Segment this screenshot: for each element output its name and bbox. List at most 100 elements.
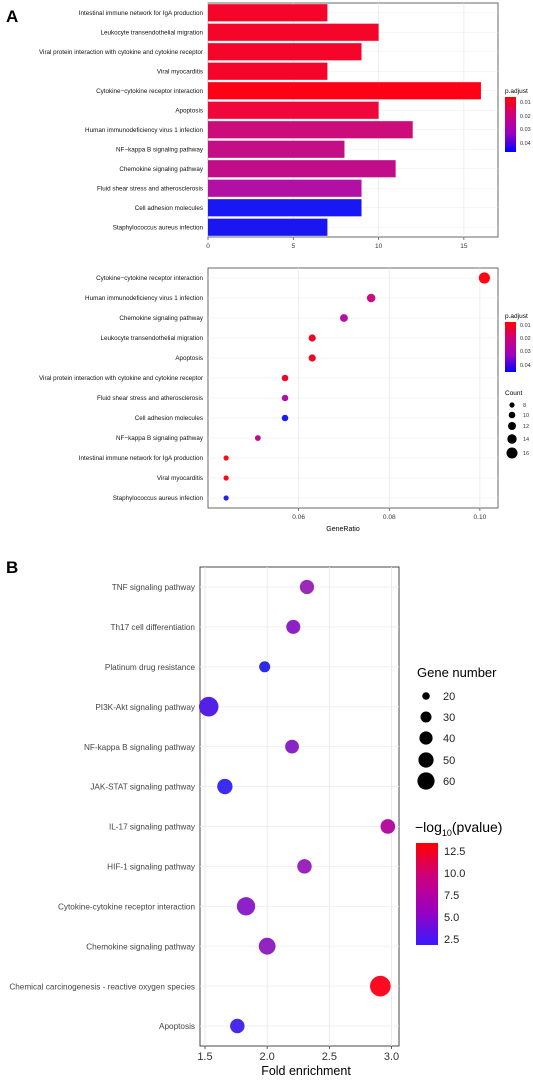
b-size-legend-label: 30 xyxy=(443,712,455,724)
b-point xyxy=(258,937,276,955)
b-x-tick-label: 1.5 xyxy=(197,1051,212,1063)
b-size-legend-label: 20 xyxy=(443,691,455,703)
a1-plot-area xyxy=(207,2,499,238)
a1-bar xyxy=(208,4,328,22)
a1-category-label: Apoptosis xyxy=(175,107,203,114)
b-category-label: Cytokine-cytokine receptor interaction xyxy=(58,902,195,911)
a1-bar xyxy=(208,101,379,119)
b-legend-label: 5.0 xyxy=(444,912,459,924)
b-size-legend-label: 60 xyxy=(443,776,455,788)
a2-point xyxy=(478,272,491,284)
a2-category-label: Staphylococcus aureus infection xyxy=(113,495,204,502)
b-point xyxy=(380,819,396,834)
b-point xyxy=(299,579,315,595)
a2-size-legend-dot xyxy=(507,434,517,444)
a1-category-label: Cytokine−cytokine receptor interaction xyxy=(96,88,203,95)
a1-category-label: Chemokine signaling pathway xyxy=(119,166,204,173)
a2-point xyxy=(223,475,229,481)
a1-legend-label: 0.02 xyxy=(520,114,531,120)
a2-category-label: Cytokine−cytokine receptor interaction xyxy=(96,275,203,282)
b-legend-label: 7.5 xyxy=(444,890,459,902)
b-category-label: Chemical carcinogenesis - reactive oxyge… xyxy=(9,982,195,991)
a1-bar xyxy=(208,23,379,41)
a1-category-label: Fluid shear stress and atherosclerosis xyxy=(97,185,203,192)
b-point xyxy=(230,1018,245,1034)
chart-b-dotplot: 1.5 2.0 2.5 3.0 TNF signaling pathway Th17 ce… xyxy=(9,566,502,1078)
a2-size-legend-label: 12 xyxy=(523,424,529,430)
a1-legend-title: p.adjust xyxy=(505,88,528,95)
b-legend-colorbar xyxy=(416,843,438,945)
a2-point xyxy=(254,435,261,441)
b-category-label: HIF-1 signaling pathway xyxy=(107,863,196,872)
b-category-label: Apoptosis xyxy=(159,1022,195,1031)
a2-size-legend: Count 8 10 12 14 16 xyxy=(505,390,529,459)
a2-point xyxy=(366,293,376,303)
b-point xyxy=(286,619,301,634)
a1-marks: 0 5 10 15 Intestinal immune network for IgA … xyxy=(39,2,499,250)
b-category-label: IL-17 signaling pathway xyxy=(109,823,196,832)
b-x-axis-label: Fold enrichment xyxy=(261,1064,351,1078)
b-category-label: PI3K-Akt signaling pathway xyxy=(95,703,196,712)
a1-bar xyxy=(208,199,362,217)
a2-category-label: Viral protein interaction with cytokine … xyxy=(39,375,203,382)
b-legend-title-main: −log xyxy=(415,819,442,835)
b-legend-title: −log10(pvalue) xyxy=(415,819,502,838)
a1-x-tick-label: 10 xyxy=(375,243,383,250)
a2-legend-label: 0.04 xyxy=(520,363,531,369)
a2-x-tick-label: 0.06 xyxy=(292,514,305,521)
a1-legend-label: 0.04 xyxy=(520,141,531,147)
a2-category-label: Chemokine signaling pathway xyxy=(119,315,204,322)
a1-bar xyxy=(208,179,362,197)
a2-size-legend-title: Count xyxy=(505,390,523,397)
a2-legend-label: 0.03 xyxy=(520,349,531,355)
b-legend-label: 2.5 xyxy=(444,934,459,946)
a1-category-label: Viral protein interaction with cytokine … xyxy=(39,49,203,56)
a2-category-label: Cell adhesion molecules xyxy=(135,415,203,422)
a1-legend-label: 0.03 xyxy=(520,127,531,133)
a2-point xyxy=(340,314,348,322)
a1-bar xyxy=(208,43,362,61)
a1-category-label: Human immunodeficiency virus 1 infection xyxy=(85,127,203,134)
b-point xyxy=(370,975,391,997)
b-category-label: Chemokine signaling pathway xyxy=(86,942,196,951)
b-point xyxy=(297,859,312,874)
a2-size-legend-dot xyxy=(506,447,518,459)
a2-point xyxy=(223,495,229,501)
a1-bar xyxy=(208,218,328,236)
b-size-legend-label: 40 xyxy=(443,733,455,745)
a2-category-label: Human immunodeficiency virus 1 infection xyxy=(85,295,203,302)
b-size-legend: Gene number 20 30 40 50 60 xyxy=(417,665,497,790)
b-size-legend-dot xyxy=(418,752,434,768)
a2-marks: 0.06 0.08 0.10 Cytokine−cytokine receptor i… xyxy=(39,267,499,521)
a2-x-tick-label: 0.08 xyxy=(383,514,396,521)
b-category-label: JAK-STAT signaling pathway xyxy=(90,783,196,792)
a2-category-label: Apoptosis xyxy=(175,355,203,362)
a2-legend-title: p.adjust xyxy=(505,313,528,320)
b-point xyxy=(217,778,233,795)
b-category-label: TNF signaling pathway xyxy=(112,583,196,592)
b-category-label: NF-kappa B signaling pathway xyxy=(84,743,196,752)
a1-bar xyxy=(208,62,328,80)
a1-bar xyxy=(208,82,481,100)
b-size-legend-label: 50 xyxy=(443,755,455,767)
b-marks: 1.5 2.0 2.5 3.0 TNF signaling pathway Th17 ce… xyxy=(9,566,400,1063)
b-category-label: Th17 cell differentiation xyxy=(110,623,195,632)
a2-size-legend-dot xyxy=(509,402,515,408)
a2-x-axis-label: GeneRatio xyxy=(326,526,360,533)
a1-legend: p.adjust 0.01 0.02 0.03 0.04 xyxy=(505,88,531,152)
a1-legend-label: 0.01 xyxy=(520,100,531,106)
panel-label-a: A xyxy=(6,7,18,26)
a1-category-label: NF−kappa B signaling pathway xyxy=(116,146,204,153)
a2-point xyxy=(308,354,316,362)
b-legend-label: 12.5 xyxy=(444,846,465,858)
a2-size-legend-dot xyxy=(508,422,516,430)
a2-category-label: Intestinal immune network for IgA produc… xyxy=(79,455,204,462)
b-size-legend-dot xyxy=(420,711,432,723)
b-x-tick-label: 2.5 xyxy=(322,1051,337,1063)
b-point xyxy=(285,739,299,754)
a2-size-legend-label: 16 xyxy=(523,451,529,457)
a1-x-tick-label: 15 xyxy=(460,243,468,250)
b-legend-label: 10.0 xyxy=(444,868,465,880)
b-plot-area xyxy=(199,566,400,1047)
